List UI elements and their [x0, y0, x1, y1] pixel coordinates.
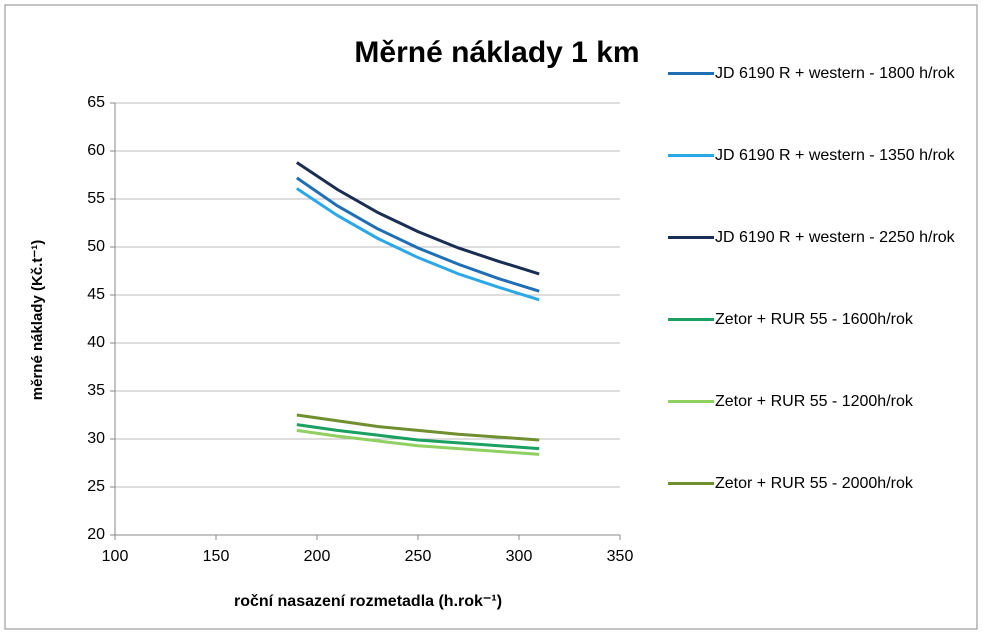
y-axis-title: měrné náklady (Kč.t⁻¹) [29, 240, 46, 400]
series-line [295, 187, 540, 302]
legend-entry: JD 6190 R + western - 1350 h/rok [668, 144, 978, 226]
legend-label: JD 6190 R + western - 2250 h/rok [715, 229, 955, 246]
series-line [295, 161, 540, 276]
legend-label: Zetor + RUR 55 - 1600h/rok [715, 311, 913, 328]
legend-label: Zetor + RUR 55 - 1200h/rok [715, 393, 913, 410]
x-tick-label: 200 [304, 548, 331, 565]
x-tick-label: 100 [102, 548, 129, 565]
y-tick-label: 40 [87, 334, 105, 351]
legend-label: Zetor + RUR 55 - 2000h/rok [715, 475, 913, 492]
y-tick-label: 65 [87, 94, 105, 111]
legend-label: JD 6190 R + western - 1350 h/rok [715, 147, 955, 164]
legend-swatch [668, 400, 714, 403]
series-line [295, 176, 540, 293]
legend-entry: Zetor + RUR 55 - 2000h/rok [668, 472, 978, 554]
x-tick-label: 250 [405, 548, 432, 565]
x-axis-title: roční nasazení rozmetadla (h.rok⁻¹) [234, 593, 502, 610]
y-tick-label: 20 [87, 526, 105, 543]
legend-entry: JD 6190 R + western - 2250 h/rok [668, 226, 978, 308]
legend-swatch [668, 318, 714, 321]
legend-entry: JD 6190 R + western - 1800 h/rok [668, 62, 978, 144]
y-tick-label: 35 [87, 382, 105, 399]
series-line [296, 413, 540, 442]
legend-swatch [668, 72, 714, 75]
y-tick-label: 55 [87, 190, 105, 207]
y-tick-label: 25 [87, 478, 105, 495]
x-tick-label: 350 [607, 548, 634, 565]
legend: JD 6190 R + western - 1800 h/rok JD 6190 … [668, 62, 978, 554]
legend-swatch [668, 236, 714, 239]
series-line [296, 423, 540, 451]
y-tick-label: 30 [87, 430, 105, 447]
legend-swatch [668, 482, 714, 485]
legend-entry: Zetor + RUR 55 - 1600h/rok [668, 308, 978, 390]
legend-label: JD 6190 R + western - 1800 h/rok [715, 65, 955, 82]
x-tick-label: 300 [506, 548, 533, 565]
chart-title: Měrné náklady 1 km [354, 36, 639, 69]
y-tick-label: 50 [87, 238, 105, 255]
frame [4, 4, 978, 630]
series-line [296, 428, 540, 456]
y-tick-label: 60 [87, 142, 105, 159]
y-tick-label: 45 [87, 286, 105, 303]
legend-entry: Zetor + RUR 55 - 1200h/rok [668, 390, 978, 472]
legend-swatch [668, 154, 714, 157]
x-tick-label: 150 [203, 548, 230, 565]
